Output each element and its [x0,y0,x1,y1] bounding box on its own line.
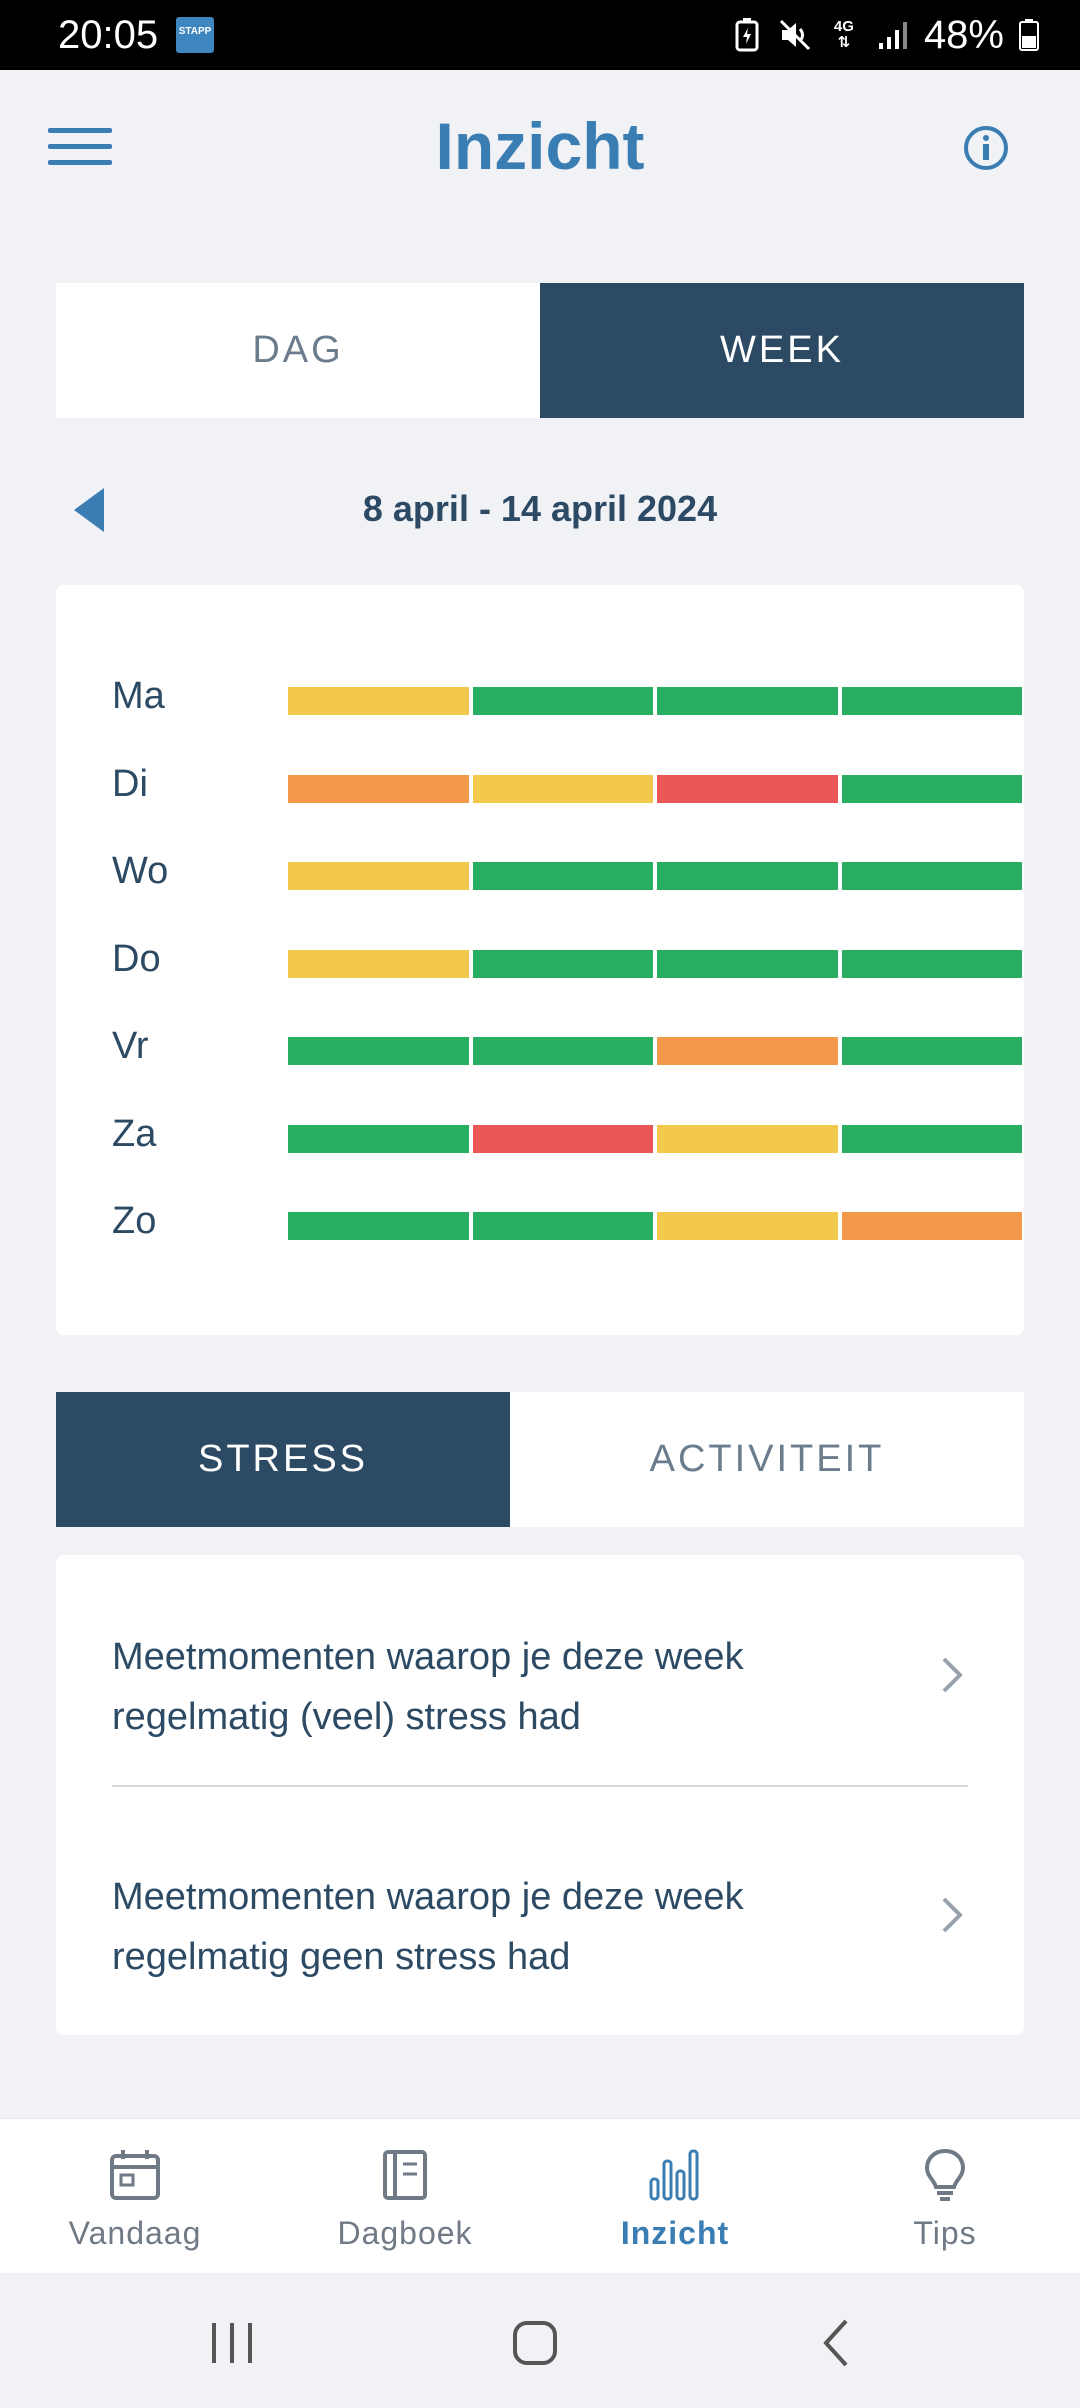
signal-icon [876,15,910,55]
date-range-label: 8 april - 14 april 2024 [362,488,718,529]
stress-segment-green [841,862,1022,890]
stress-segment-orange [657,1037,838,1065]
stress-segment-green [657,949,838,978]
stress-segment-green [472,687,653,715]
battery-percentage: 48% [923,13,1004,57]
list-item-geen-stress[interactable]: Meetmomenten waarop je deze week regelma… [112,1815,968,2005]
app-header: Inzicht [0,70,1080,225]
date-navigator: 8 april - 14 april 2024 [56,470,1024,550]
nav-label: Vandaag [68,2215,202,2251]
nav-inzicht[interactable]: Inzicht [540,2119,810,2273]
stress-segment-yellow [657,1212,838,1240]
stress-segment-green [288,1124,469,1153]
stress-segment-green [472,1037,653,1065]
stress-segment-yellow [288,687,469,715]
day-row: Do [112,937,1022,980]
list-item-label: Meetmomenten waarop je deze week regelma… [112,1876,744,1978]
stress-segment-green [841,687,1022,715]
stress-segment-orange [288,774,469,803]
stress-segment-yellow [472,774,653,803]
page-title: Inzicht [435,109,645,183]
tab-activiteit[interactable]: ACTIVITEIT [649,1438,885,1480]
nav-label: Tips [913,2215,977,2251]
info-icon[interactable] [962,124,1010,172]
week-stress-grid: Ma Di Wo Do Vr Za Zo [56,585,1024,1335]
day-segments [288,687,1022,715]
stress-segment-yellow [288,862,469,890]
tab-week[interactable]: WEEK [540,283,1024,418]
app-notification-icon: STAPP [176,17,214,53]
day-row: Ma [112,675,1022,717]
stress-segment-green [841,1037,1022,1065]
stress-segment-green [472,1212,653,1240]
nav-label: Inzicht [620,2215,730,2251]
previous-week-icon[interactable] [70,486,110,534]
day-label: Za [112,1112,157,1155]
stress-segment-green [657,687,838,715]
nav-tips[interactable]: Tips [810,2119,1080,2273]
day-label: Di [112,762,148,805]
recent-apps-icon[interactable] [202,2313,262,2373]
lightbulb-icon [917,2147,973,2203]
day-segments [288,774,1022,803]
day-row: Vr [112,1025,1022,1067]
day-label: Ma [112,675,165,717]
chevron-right-icon [936,1655,968,1695]
notebook-icon [377,2147,433,2203]
nav-label: Dagboek [337,2215,473,2251]
battery-saver-icon [730,15,764,55]
back-icon[interactable] [808,2313,868,2373]
day-row: Za [112,1112,1022,1155]
stress-segment-green [288,1212,469,1240]
calendar-icon [107,2147,163,2203]
stress-segment-yellow [288,949,469,978]
hamburger-menu-icon[interactable] [48,128,112,172]
day-label: Zo [112,1200,157,1242]
day-label: Vr [112,1025,149,1067]
stress-segment-red [657,774,838,803]
stress-segment-orange [841,1212,1022,1240]
home-icon[interactable] [505,2313,565,2373]
day-row: Zo [112,1200,1022,1242]
day-segments [288,862,1022,890]
period-tabs: DAG WEEK [56,283,1024,418]
bottom-navigation: Vandaag Dagboek Inzicht Tips [0,2118,1080,2273]
tab-stress[interactable]: STRESS [56,1392,510,1527]
mute-icon [778,15,812,55]
day-segments [288,1037,1022,1065]
stress-segment-green [841,1124,1022,1153]
list-item-label: Meetmomenten waarop je deze week regelma… [112,1636,744,1738]
stress-segment-green [472,949,653,978]
list-item-veel-stress[interactable]: Meetmomenten waarop je deze week regelma… [112,1575,968,1765]
day-row: Di [112,762,1022,805]
list-divider [112,1785,968,1787]
system-navigation-bar [0,2273,1080,2408]
stress-segment-green [472,862,653,890]
status-time: 20:05 [58,13,159,57]
type-tabs: STRESS ACTIVITEIT [56,1392,1024,1527]
tab-dag[interactable]: DAG [252,329,344,371]
nav-dagboek[interactable]: Dagboek [270,2119,540,2273]
stress-segment-green [841,949,1022,978]
chevron-right-icon [936,1895,968,1935]
day-row: Wo [112,850,1022,892]
network-type: 4G ⇅ [833,18,854,51]
day-label: Wo [112,850,169,892]
day-segments [288,1124,1022,1153]
status-bar: 20:05 STAPP 4G ⇅ 48% [0,0,1080,70]
stress-segment-green [657,862,838,890]
battery-icon [1018,15,1040,55]
day-segments [288,1212,1022,1240]
nav-vandaag[interactable]: Vandaag [0,2119,270,2273]
day-label: Do [112,937,161,980]
stress-segment-green [841,774,1022,803]
stress-segment-yellow [657,1124,838,1153]
stress-segment-red [472,1124,653,1153]
bar-chart-icon [647,2147,703,2203]
insight-list: Meetmomenten waarop je deze week regelma… [56,1555,1024,2035]
stress-segment-green [288,1037,469,1065]
day-segments [288,949,1022,978]
